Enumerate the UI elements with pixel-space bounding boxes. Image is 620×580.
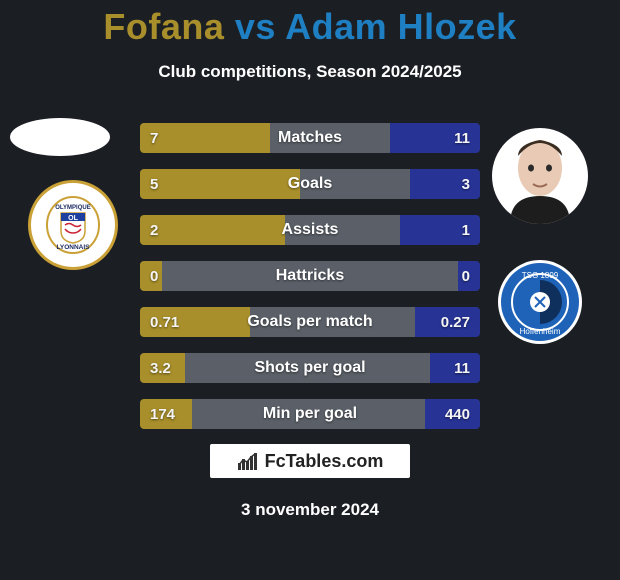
bar-mid-segment xyxy=(300,169,410,199)
stat-value-left: 174 xyxy=(140,399,185,429)
bar-mid-segment xyxy=(285,215,400,245)
bar-mid-segment xyxy=(270,123,390,153)
subtitle: Club competitions, Season 2024/2025 xyxy=(0,62,620,82)
bar-mid-segment xyxy=(192,399,425,429)
bar-mid-segment xyxy=(162,261,458,291)
bar-mid-segment xyxy=(250,307,415,337)
stat-value-left: 3.2 xyxy=(140,353,181,383)
svg-text:OLYMPIQUE: OLYMPIQUE xyxy=(55,205,90,211)
stat-row: Goals per match0.710.27 xyxy=(140,307,480,337)
stat-row: Goals53 xyxy=(140,169,480,199)
svg-text:TSG 1899: TSG 1899 xyxy=(522,271,559,280)
lyon-crest-icon: OLYMPIQUE LYONNAIS OL xyxy=(43,195,103,255)
stat-value-right: 11 xyxy=(444,353,480,383)
stat-value-right: 3 xyxy=(452,169,480,199)
stat-row: Assists21 xyxy=(140,215,480,245)
player2-name: Adam Hlozek xyxy=(285,6,517,47)
vs-text: vs xyxy=(235,6,285,47)
stat-value-right: 0 xyxy=(452,261,480,291)
stat-row: Matches711 xyxy=(140,123,480,153)
stat-value-right: 11 xyxy=(444,123,480,153)
bar-mid-segment xyxy=(185,353,430,383)
club-badge-lyon: OLYMPIQUE LYONNAIS OL xyxy=(28,180,118,270)
stat-value-left: 0 xyxy=(140,261,168,291)
stat-value-right: 0.27 xyxy=(431,307,480,337)
stat-row: Min per goal174440 xyxy=(140,399,480,429)
stat-value-left: 2 xyxy=(140,215,168,245)
stat-value-left: 7 xyxy=(140,123,168,153)
player1-photo xyxy=(10,118,110,156)
stat-value-left: 0.71 xyxy=(140,307,189,337)
page-title: Fofana vs Adam Hlozek xyxy=(0,6,620,48)
svg-text:Hoffenheim: Hoffenheim xyxy=(520,327,561,336)
brand-text: FcTables.com xyxy=(265,451,384,472)
stat-row: Shots per goal3.211 xyxy=(140,353,480,383)
club-badge-hoffenheim: TSG 1899 Hoffenheim xyxy=(498,260,582,344)
stat-row: Hattricks00 xyxy=(140,261,480,291)
stat-value-right: 1 xyxy=(452,215,480,245)
date: 3 november 2024 xyxy=(0,500,620,520)
svg-text:LYONNAIS: LYONNAIS xyxy=(57,244,91,251)
hoffenheim-crest-icon: TSG 1899 Hoffenheim xyxy=(498,260,582,344)
player1-name: Fofana xyxy=(103,6,224,47)
face-icon xyxy=(500,134,580,224)
brand-badge[interactable]: FcTables.com xyxy=(210,444,410,478)
stat-value-right: 440 xyxy=(435,399,480,429)
player2-photo xyxy=(492,128,588,224)
stat-value-left: 5 xyxy=(140,169,168,199)
stat-rows: Matches711Goals53Assists21Hattricks00Goa… xyxy=(140,123,480,445)
svg-text:OL: OL xyxy=(68,215,78,222)
sparkline-icon xyxy=(237,451,259,471)
